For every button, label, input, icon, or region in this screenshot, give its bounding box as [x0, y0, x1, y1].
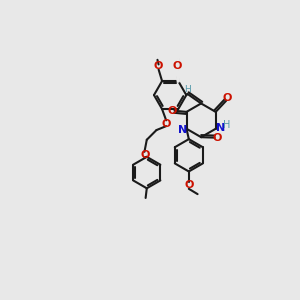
Text: O: O	[162, 118, 171, 129]
Text: H: H	[223, 120, 230, 130]
Text: O: O	[184, 180, 194, 190]
Text: H: H	[184, 85, 191, 94]
Text: O: O	[213, 133, 222, 142]
Text: N: N	[178, 125, 187, 135]
Text: N: N	[216, 123, 225, 133]
Text: O: O	[172, 61, 182, 71]
Text: O: O	[167, 106, 176, 116]
Text: O: O	[140, 150, 149, 160]
Text: O: O	[154, 61, 163, 71]
Text: O: O	[223, 93, 232, 103]
